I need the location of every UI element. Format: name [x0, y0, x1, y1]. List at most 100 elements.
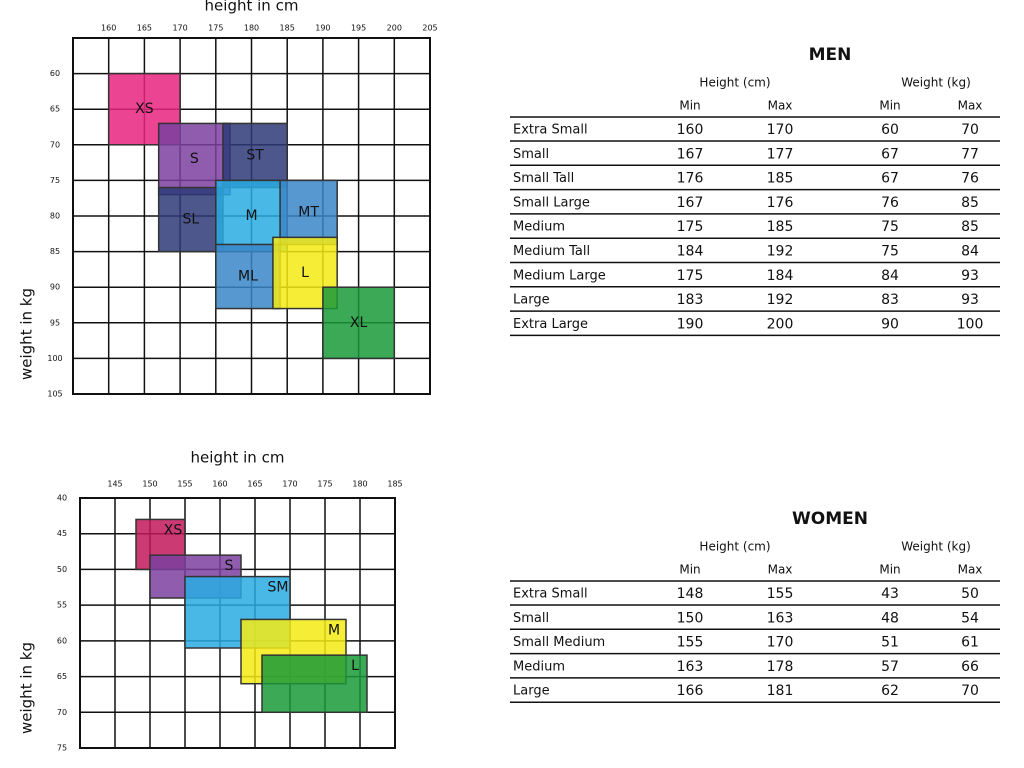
cell: 192	[767, 292, 794, 308]
size-label: XL	[350, 315, 368, 331]
x-tick-label: 175	[208, 24, 223, 33]
row-label: Small Tall	[513, 171, 574, 186]
cell: 62	[881, 683, 899, 699]
cell: 184	[677, 244, 704, 260]
sub-header: Min	[879, 563, 900, 577]
cell: 54	[961, 610, 979, 626]
x-axis-label: height in cm	[191, 449, 285, 467]
sub-header: Max	[958, 99, 983, 113]
y-tick-label: 65	[57, 672, 67, 681]
cell: 50	[961, 586, 979, 602]
row-label: Extra Small	[513, 123, 588, 138]
size-box	[261, 654, 368, 714]
cell: 178	[767, 659, 794, 675]
row-label: Large	[513, 293, 550, 308]
y-tick-label: 75	[57, 744, 67, 753]
cell: 181	[767, 683, 794, 699]
plot-border	[79, 497, 396, 749]
y-tick-label: 105	[47, 390, 62, 399]
cell: 84	[961, 244, 979, 260]
cell: 76	[881, 195, 899, 211]
cell: 163	[677, 659, 704, 675]
cell: 61	[961, 635, 979, 651]
cell: 77	[961, 146, 979, 162]
cell: 48	[881, 610, 899, 626]
cell: 163	[767, 610, 794, 626]
x-tick-label: 190	[315, 24, 330, 33]
x-tick-label: 180	[244, 24, 259, 33]
plot-border	[72, 37, 431, 395]
size-box	[322, 286, 396, 360]
y-tick-label: 45	[57, 529, 67, 538]
cell: 51	[881, 635, 899, 651]
sub-header: Max	[768, 99, 793, 113]
y-tick-label: 65	[50, 105, 60, 114]
cell: 183	[677, 292, 704, 308]
cell: 155	[677, 635, 704, 651]
x-axis-label: height in cm	[205, 0, 299, 15]
cell: 175	[677, 268, 704, 284]
y-tick-label: 90	[50, 283, 60, 292]
cell: 160	[677, 122, 704, 138]
cell: 85	[961, 195, 979, 211]
cell: 75	[881, 219, 899, 235]
x-tick-label: 150	[142, 480, 157, 489]
cell: 176	[767, 195, 794, 211]
cell: 175	[677, 219, 704, 235]
cell: 155	[767, 586, 794, 602]
cell: 190	[677, 316, 704, 332]
row-label: Medium	[513, 659, 565, 674]
size-label: MT	[298, 204, 319, 220]
y-tick-label: 80	[50, 212, 60, 221]
x-tick-label: 170	[172, 24, 187, 33]
cell: 200	[767, 316, 794, 332]
cell: 167	[677, 195, 704, 211]
x-tick-label: 165	[137, 24, 152, 33]
cell: 177	[767, 146, 794, 162]
x-tick-label: 185	[280, 24, 295, 33]
cell: 100	[957, 316, 984, 332]
row-label: Medium Large	[513, 268, 606, 283]
y-tick-label: 40	[57, 494, 67, 503]
cell: 67	[881, 171, 899, 187]
cell: 85	[961, 219, 979, 235]
x-tick-label: 160	[212, 480, 227, 489]
y-axis-label: weight in kg	[18, 288, 36, 380]
group-header: Weight (kg)	[901, 540, 971, 554]
x-tick-label: 145	[107, 480, 122, 489]
group-header: Weight (kg)	[901, 76, 971, 90]
y-tick-label: 75	[50, 176, 60, 185]
cell: 170	[767, 635, 794, 651]
x-tick-label: 205	[422, 24, 437, 33]
cell: 192	[767, 244, 794, 260]
cell: 170	[767, 122, 794, 138]
table-title: MEN	[809, 45, 852, 65]
cell: 185	[767, 171, 794, 187]
sub-header: Max	[958, 563, 983, 577]
x-tick-label: 185	[387, 480, 402, 489]
y-tick-label: 60	[57, 636, 67, 645]
cell: 167	[677, 146, 704, 162]
sub-header: Max	[768, 563, 793, 577]
cell: 93	[961, 292, 979, 308]
cell: 90	[881, 316, 899, 332]
size-label: SL	[182, 212, 199, 228]
row-label: Small Medium	[513, 635, 605, 650]
sub-header: Min	[679, 99, 700, 113]
row-label: Medium	[513, 220, 565, 235]
group-header: Height (cm)	[699, 76, 770, 90]
cell: 185	[767, 219, 794, 235]
y-axis-label: weight in kg	[18, 642, 36, 734]
x-tick-label: 170	[282, 480, 297, 489]
size-label: S	[225, 558, 234, 574]
cell: 57	[881, 659, 899, 675]
row-label: Extra Small	[513, 587, 588, 602]
cell: 166	[677, 683, 704, 699]
cell: 84	[881, 268, 899, 284]
cell: 83	[881, 292, 899, 308]
y-tick-label: 70	[57, 708, 67, 717]
row-label: Extra Large	[513, 317, 588, 332]
cell: 75	[881, 244, 899, 260]
size-label: SM	[268, 580, 289, 596]
